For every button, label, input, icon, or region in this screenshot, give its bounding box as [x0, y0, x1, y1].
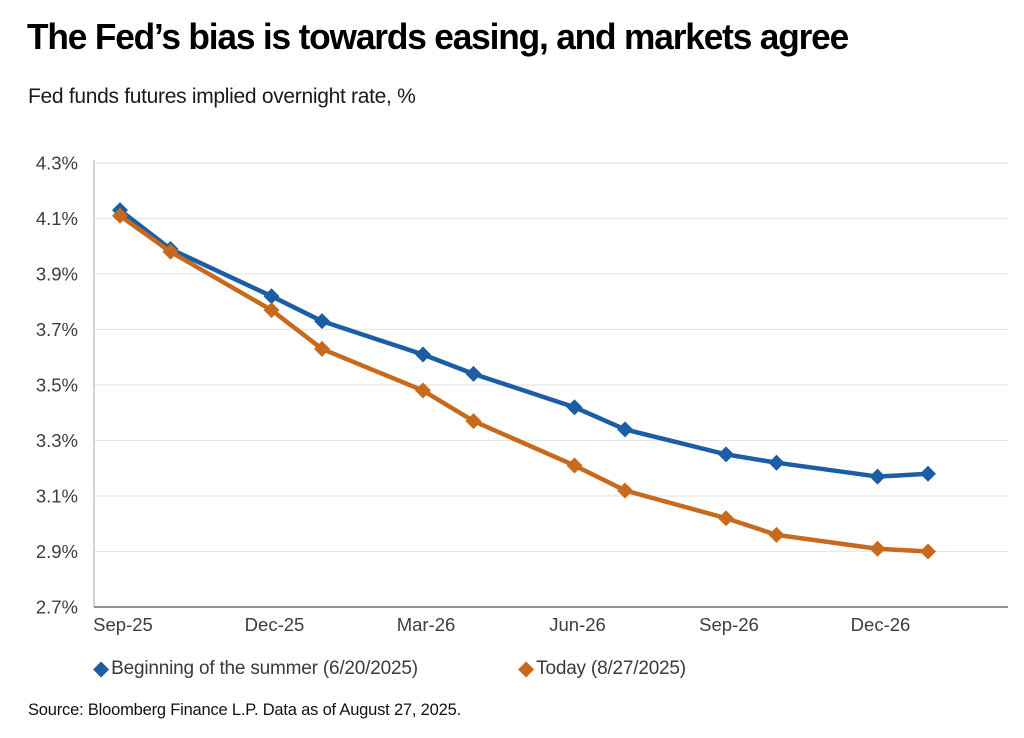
source-note: Source: Bloomberg Finance L.P. Data as o… — [28, 701, 461, 719]
x-tick-label: Sep-25 — [93, 614, 153, 635]
y-tick-label: 2.9% — [36, 541, 78, 562]
series-line — [117, 213, 931, 554]
diamond-icon: ◆ — [93, 657, 110, 680]
data-point-diamond — [112, 207, 128, 224]
x-tick-label: Mar-26 — [397, 614, 456, 635]
legend-label: Today (8/27/2025) — [536, 658, 686, 679]
y-tick-label: 4.1% — [36, 208, 78, 229]
y-tick-label: 3.5% — [36, 375, 78, 396]
data-point-diamond — [768, 526, 785, 543]
data-point-diamond — [566, 457, 583, 474]
y-tick-label: 2.7% — [36, 597, 78, 618]
data-point-diamond — [718, 446, 734, 463]
data-point-diamond — [263, 288, 280, 305]
data-point-diamond — [465, 365, 482, 382]
data-point-diamond — [314, 313, 330, 330]
x-tick-label: Sep-26 — [699, 614, 759, 635]
legend-label: Beginning of the summer (6/20/2025) — [111, 658, 418, 679]
y-tick-label: 3.3% — [36, 430, 78, 451]
y-tick-label: 3.9% — [36, 264, 78, 285]
data-point-diamond — [768, 454, 785, 471]
y-tick-label: 3.1% — [36, 486, 78, 507]
y-tick-label: 3.7% — [36, 319, 78, 340]
data-point-diamond — [869, 468, 886, 485]
data-point-diamond — [415, 382, 431, 399]
legend-item-today: ◆ Today (8/27/2025) — [518, 657, 686, 681]
data-point-diamond — [617, 482, 633, 499]
data-point-diamond — [920, 543, 936, 560]
chart-legend: ◆ Beginning of the summer (6/20/2025) ◆ … — [0, 655, 1024, 689]
data-point-diamond — [465, 413, 482, 430]
line-chart-svg: 4.3% 4.1% 3.9% 3.7% 3.5% 3.3% 3.1% 2.9% 2.7% Sep-… — [36, 153, 1008, 635]
data-point-diamond — [263, 302, 280, 319]
data-point-diamond — [920, 465, 936, 482]
x-tick-label: Dec-25 — [245, 614, 305, 635]
data-point-diamond — [162, 243, 179, 260]
series-line — [117, 207, 931, 479]
data-point-diamond — [566, 399, 583, 416]
chart-title: The Fed’s bias is towards easing, and ma… — [27, 16, 849, 57]
x-tick-label: Jun-26 — [549, 614, 606, 635]
y-tick-label: 4.3% — [36, 153, 78, 174]
x-tick-label: Dec-26 — [851, 614, 911, 635]
data-point-diamond — [869, 540, 886, 557]
diamond-icon: ◆ — [518, 657, 535, 680]
data-point-diamond — [718, 510, 734, 527]
legend-item-beginning-of-summer: ◆ Beginning of the summer (6/20/2025) — [93, 657, 418, 681]
chart-area: 4.3% 4.1% 3.9% 3.7% 3.5% 3.3% 3.1% 2.9% 2.7% Sep-… — [0, 140, 1024, 645]
data-point-diamond — [617, 421, 633, 438]
data-point-diamond — [314, 340, 330, 357]
chart-subtitle: Fed funds futures implied overnight rate… — [28, 85, 416, 108]
data-point-diamond — [415, 346, 431, 363]
